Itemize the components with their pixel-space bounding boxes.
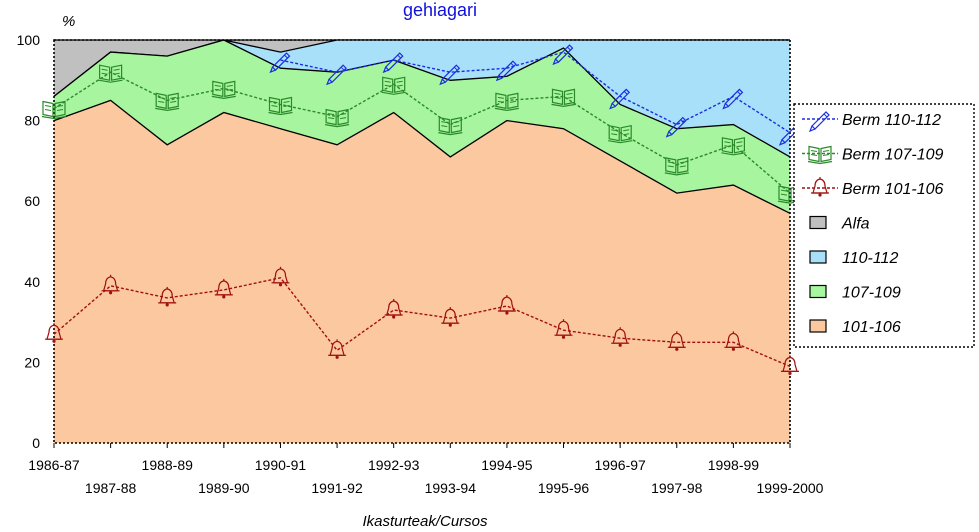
area-110-112 [54, 40, 790, 157]
y-axis: 0 20 40 60 80 100 [17, 32, 41, 451]
point-berm-101-106-1993-94 [441, 307, 460, 327]
y-tick-label: 100 [17, 32, 41, 48]
point-berm-110-112-1992-93 [382, 52, 404, 74]
point-berm-107-109-1994-95 [494, 92, 519, 112]
point-berm-110-112-1994-95 [495, 60, 517, 82]
point-berm-101-106-1989-90 [214, 278, 233, 299]
legend-item-107-109: 107-109 [809, 284, 901, 302]
chart-title: gehiagari [403, 0, 477, 20]
line-berm-110-112 [280, 51, 791, 134]
x-tick-label: 1988-89 [142, 457, 194, 473]
legend-swatch [809, 250, 827, 264]
point-berm-101-106-1999-2000 [781, 355, 799, 375]
point-berm-110-112-1990-91 [269, 52, 291, 74]
y-tick-label: 80 [24, 113, 40, 129]
x-tick-label: 1995-96 [538, 480, 590, 496]
line-berm-101-106 [53, 277, 791, 368]
legend-label: 110-112 [842, 250, 898, 267]
area-101-106 [54, 100, 790, 444]
point-berm-107-109-1990-91 [268, 96, 293, 116]
x-tick-label: 1996-97 [594, 457, 646, 473]
legend-swatch [809, 215, 827, 230]
legend-item-110-112: 110-112 [809, 250, 898, 267]
x-tick-label: 1994-95 [481, 457, 533, 473]
x-tick-label: 1997-98 [651, 480, 703, 496]
point-berm-107-109-1986-87 [41, 100, 67, 120]
legend-label: Berm 107-109 [842, 147, 943, 164]
legend-swatch [809, 284, 827, 299]
area-107-109 [54, 40, 790, 214]
point-berm-101-106-1992-93 [384, 299, 403, 319]
y-tick-label: 60 [24, 193, 40, 209]
legend-label: 101-106 [842, 319, 901, 336]
x-tick-label: 1992-93 [368, 457, 420, 473]
x-tick-label: 1991-92 [311, 480, 363, 496]
point-berm-101-106-1988-89 [158, 286, 177, 307]
legend-swatch [809, 319, 827, 333]
point-berm-107-109-1996-97 [608, 124, 633, 144]
point-berm-107-109-1993-94 [438, 116, 463, 136]
point-berm-107-109-1988-89 [155, 92, 180, 112]
point-berm-107-109-1987-88 [98, 64, 123, 83]
y-tick-label: 0 [32, 435, 40, 451]
y-tick-label: 40 [24, 274, 40, 290]
legend-pencil-icon [808, 111, 830, 133]
point-berm-101-106-1986-87 [45, 323, 63, 343]
point-berm-101-106-1987-88 [101, 274, 120, 295]
x-axis-title: Ikasturteak/Cursos [362, 513, 488, 530]
point-berm-107-109-1989-90 [211, 80, 236, 100]
y-tick-label: 20 [24, 354, 40, 370]
point-berm-101-106-1995-96 [554, 319, 573, 339]
legend-label: Berm 101-106 [842, 181, 943, 198]
legend: Berm 110-112 Berm 107-109 Berm 101-106 Alfa… [793, 103, 975, 348]
point-berm-101-106-1994-95 [497, 295, 516, 315]
point-berm-107-109-1992-93 [381, 76, 406, 95]
point-berm-107-109-1991-92 [325, 108, 350, 128]
point-berm-101-106-1996-97 [611, 327, 630, 347]
x-tick-label: 1989-90 [198, 480, 250, 496]
legend-item-alfa: Alfa [809, 215, 870, 233]
y-axis-title: % [62, 13, 75, 30]
x-tick-label: 1990-91 [255, 457, 307, 473]
x-tick-label: 1986-87 [28, 457, 80, 473]
point-berm-101-106-1998-99 [724, 331, 743, 351]
plot-area [41, 39, 803, 444]
point-berm-110-112-1998-99 [722, 88, 744, 110]
legend-label: 107-109 [842, 285, 901, 302]
point-berm-101-106-1991-92 [328, 339, 347, 359]
point-berm-107-109-1997-98 [664, 157, 689, 176]
plot-frame [53, 39, 791, 444]
x-tick-label: 1993-94 [425, 480, 477, 496]
legend-item-101-106: 101-106 [809, 319, 901, 336]
line-berm-107-109 [53, 71, 791, 194]
point-berm-107-109-1995-96 [551, 88, 576, 108]
legend-bell-icon [811, 177, 829, 197]
point-berm-110-112-1993-94 [439, 64, 461, 86]
legend-item-berm-107-109: Berm 107-109 [802, 145, 943, 165]
point-berm-107-109-1998-99 [721, 137, 746, 156]
area-edge-107-109 [53, 39, 791, 158]
area-alfa [54, 40, 790, 97]
legend-label: Alfa [841, 216, 870, 233]
legend-item-berm-110-112: Berm 110-112 [802, 111, 941, 133]
point-berm-110-112-1996-97 [609, 88, 631, 110]
point-berm-101-106-1997-98 [667, 331, 686, 351]
legend-book-icon [807, 145, 833, 165]
point-berm-110-112-1991-92 [326, 64, 347, 86]
point-berm-101-106-1990-91 [271, 266, 290, 287]
x-tick-label: 1987-88 [85, 480, 137, 496]
legend-label: Berm 110-112 [842, 112, 941, 129]
x-tick-label: 1999-2000 [757, 480, 824, 496]
area-edge-101-106 [53, 99, 791, 214]
x-tick-label: 1998-99 [708, 457, 760, 473]
point-berm-110-112-1995-96 [552, 44, 574, 66]
legend-item-berm-101-106: Berm 101-106 [802, 177, 943, 198]
point-berm-110-112-1997-98 [665, 116, 687, 138]
